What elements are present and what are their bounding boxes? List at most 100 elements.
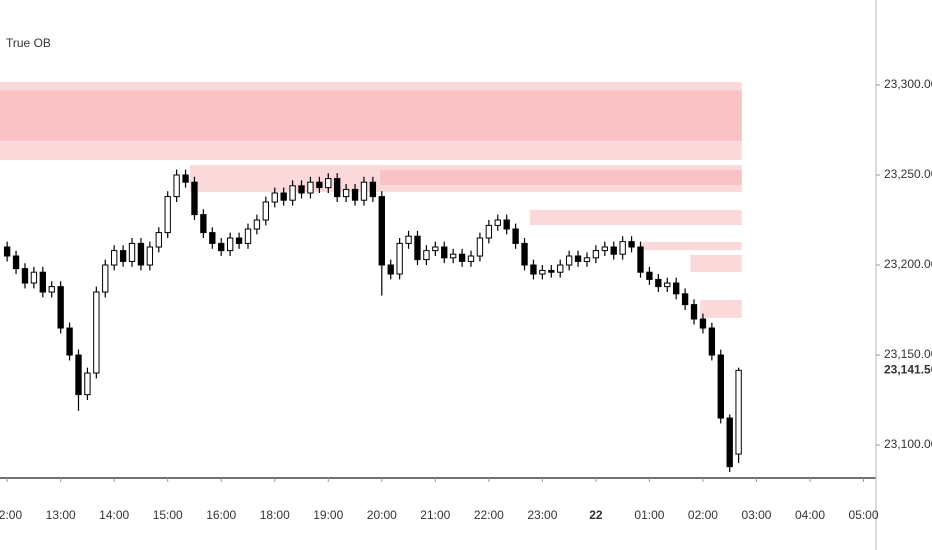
x-tick-label: 22:00: [474, 508, 504, 522]
candle-body: [601, 246, 608, 252]
order-block-zone: [700, 299, 742, 318]
candle-body: [128, 242, 136, 262]
candle-body: [539, 269, 546, 275]
candle-body: [557, 264, 564, 273]
candle-body: [423, 250, 430, 261]
y-tick-label: 23,300.00: [884, 77, 932, 91]
chart-title: True OB: [6, 36, 51, 50]
candle-body: [664, 282, 671, 288]
x-tick-label: 02:00: [688, 508, 718, 522]
candle-body: [226, 237, 234, 252]
x-tick-label: 04:00: [795, 508, 825, 522]
candle-body: [3, 246, 11, 257]
candle-body: [21, 268, 29, 284]
x-tick-label: 05:00: [848, 508, 878, 522]
candle-body: [298, 185, 305, 194]
candle-body: [592, 250, 600, 259]
candle-body: [119, 250, 127, 262]
x-tick-label: 23:00: [527, 508, 557, 522]
candle-body: [360, 181, 368, 201]
order-block-zone: [690, 254, 742, 273]
candle-body: [414, 235, 421, 261]
x-tick-label: 16:00: [206, 508, 236, 522]
candle-body: [235, 237, 243, 244]
order-block-zone: [0, 81, 742, 161]
candle-body: [646, 271, 653, 280]
candle-body: [66, 327, 73, 356]
candle-body: [39, 271, 46, 293]
candle-body: [334, 178, 341, 198]
candle-body: [93, 291, 100, 374]
candle-body: [253, 219, 261, 230]
x-tick-label: 13:00: [46, 508, 76, 522]
x-tick-label: 18:00: [260, 508, 290, 522]
candle-body: [708, 327, 716, 356]
candle-body: [610, 246, 617, 255]
candle-body: [262, 201, 270, 221]
candle-body: [191, 181, 198, 216]
order-block-zone: [380, 169, 742, 186]
candle-body: [155, 232, 162, 248]
candle-body: [351, 188, 359, 201]
candle-body: [146, 246, 154, 266]
candle-body: [209, 232, 216, 244]
candle-body: [289, 185, 296, 201]
candle-body: [476, 237, 484, 257]
candle-body: [316, 181, 323, 189]
candle-body: [432, 246, 439, 252]
candle-body: [655, 278, 662, 288]
candle-body: [244, 228, 252, 244]
candle-body: [111, 250, 118, 266]
candle-body: [387, 264, 394, 275]
x-tick-label: 22: [589, 508, 603, 522]
candle-body: [485, 224, 493, 239]
candle-body: [628, 241, 635, 248]
candle-body: [280, 192, 287, 201]
y-tick-label: 23,200.00: [884, 257, 932, 271]
candle-body: [12, 255, 20, 270]
y-tick-label: 23,150.00: [884, 347, 932, 361]
order-block-zone: [0, 90, 742, 141]
candle-body: [530, 264, 537, 275]
candle-body: [182, 174, 189, 183]
candle-body: [57, 286, 64, 329]
candle-body: [271, 192, 278, 203]
candle-body: [503, 219, 510, 230]
candle-body: [449, 253, 457, 259]
candle-body: [458, 253, 466, 262]
candle-body: [441, 246, 448, 259]
candle-body: [726, 417, 733, 468]
candle-body: [574, 255, 582, 262]
candle-body: [467, 255, 475, 262]
candle-body: [637, 246, 644, 273]
candle-body: [619, 241, 626, 255]
candle-body: [48, 286, 55, 293]
candle-body: [164, 196, 171, 234]
candle-body: [565, 255, 573, 266]
candle-body: [137, 242, 145, 266]
x-tick-label: 19:00: [313, 508, 343, 522]
x-tick-label: 20:00: [367, 508, 397, 522]
candle-body: [396, 242, 403, 275]
x-tick-label: 15:00: [153, 508, 183, 522]
candle-body: [717, 354, 724, 419]
candle-body: [378, 196, 385, 266]
x-tick-label: 12:00: [0, 508, 22, 522]
order-block-zone: [529, 209, 742, 226]
candle-body: [494, 219, 501, 226]
last-price-box: [878, 360, 932, 381]
candle-body: [369, 181, 377, 198]
x-tick-label: 03:00: [741, 508, 771, 522]
last-price-label: 23,141.50: [884, 363, 932, 377]
candle-body: [690, 304, 698, 320]
order-block-zone: [640, 241, 742, 251]
x-tick-label: 21:00: [420, 508, 450, 522]
order-block-zone: [190, 164, 742, 192]
candle-body: [325, 178, 332, 189]
candle-body: [583, 257, 591, 262]
candle-body: [173, 174, 180, 198]
candle-body: [681, 293, 689, 306]
candle-body: [735, 369, 742, 455]
candle-body: [200, 214, 207, 234]
candle-body: [512, 228, 519, 244]
